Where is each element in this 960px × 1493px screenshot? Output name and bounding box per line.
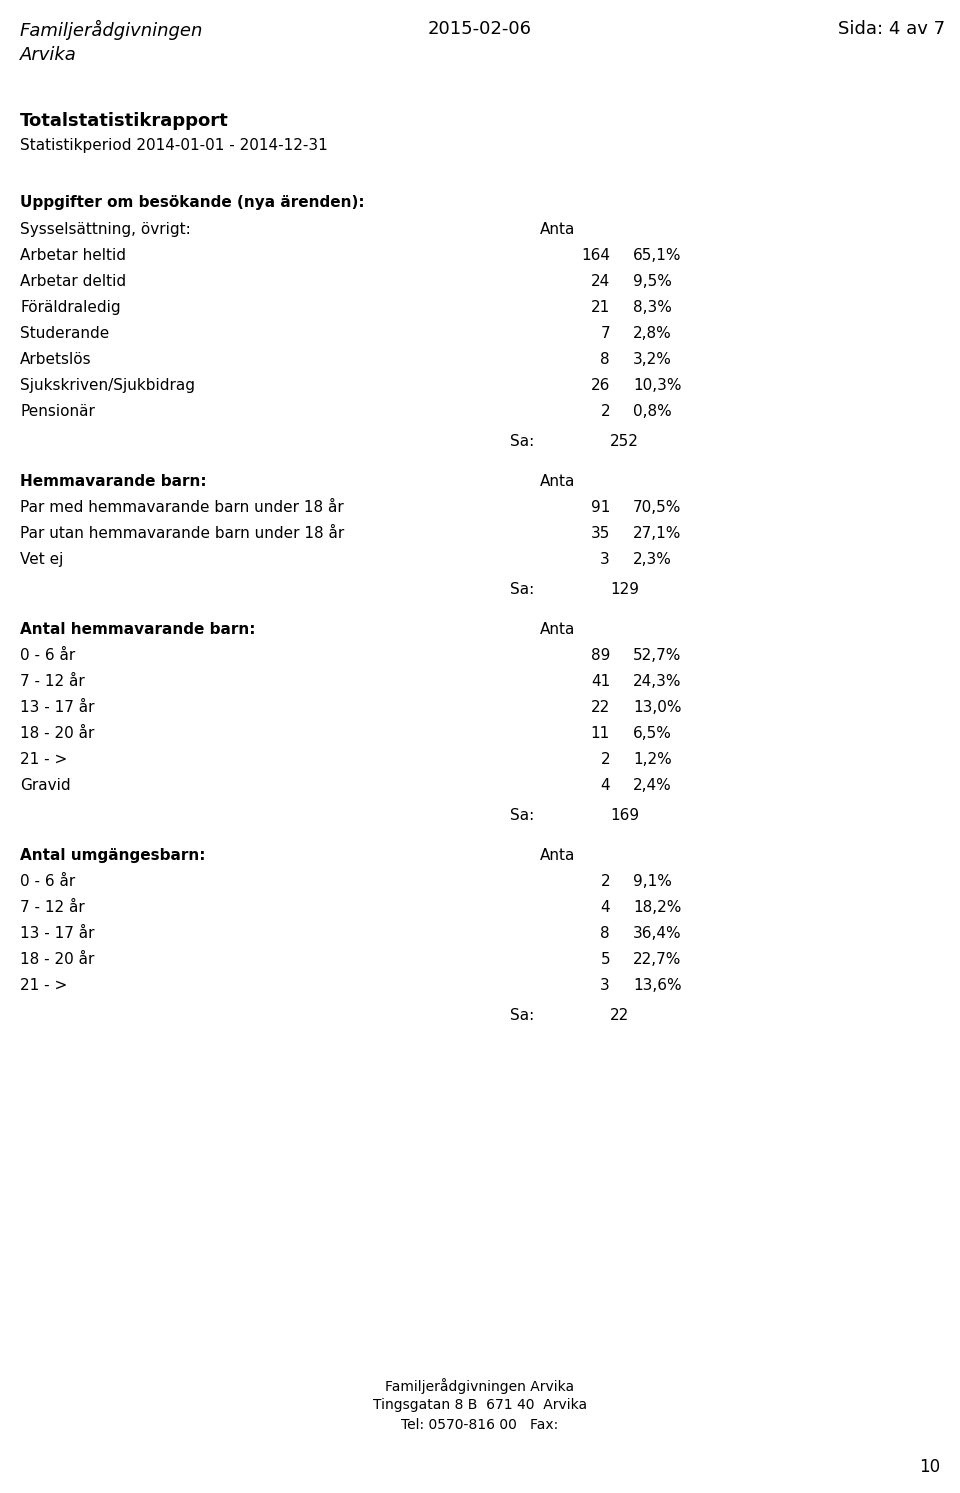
Text: Gravid: Gravid [20,778,71,793]
Text: 5: 5 [600,953,610,967]
Text: Anta: Anta [540,848,575,863]
Text: 2: 2 [600,873,610,888]
Text: Sa:: Sa: [510,434,535,449]
Text: 8,3%: 8,3% [633,300,672,315]
Text: 52,7%: 52,7% [633,648,682,663]
Text: Anta: Anta [540,222,575,237]
Text: 2: 2 [600,752,610,767]
Text: 10,3%: 10,3% [633,378,682,393]
Text: Totalstatistikrapport: Totalstatistikrapport [20,112,228,130]
Text: 22,7%: 22,7% [633,953,682,967]
Text: 7 - 12 år: 7 - 12 år [20,673,84,688]
Text: Par utan hemmavarande barn under 18 år: Par utan hemmavarande barn under 18 år [20,526,345,540]
Text: 0 - 6 år: 0 - 6 år [20,873,75,888]
Text: 2: 2 [600,405,610,420]
Text: 2,8%: 2,8% [633,325,672,340]
Text: 11: 11 [590,726,610,741]
Text: 13 - 17 år: 13 - 17 år [20,926,94,941]
Text: Familjerådgivningen: Familjerådgivningen [20,19,204,40]
Text: Anta: Anta [540,623,575,638]
Text: Antal umgängesbarn:: Antal umgängesbarn: [20,848,205,863]
Text: Föräldraledig: Föräldraledig [20,300,121,315]
Text: Arvika: Arvika [20,46,77,64]
Text: Pensionär: Pensionär [20,405,95,420]
Text: Hemmavarande barn:: Hemmavarande barn: [20,473,206,490]
Text: 41: 41 [590,673,610,688]
Text: Tel: 0570-816 00   Fax:: Tel: 0570-816 00 Fax: [401,1418,559,1432]
Text: 35: 35 [590,526,610,540]
Text: Arbetar heltid: Arbetar heltid [20,248,126,263]
Text: 0,8%: 0,8% [633,405,672,420]
Text: 24,3%: 24,3% [633,673,682,688]
Text: 169: 169 [610,808,639,823]
Text: 89: 89 [590,648,610,663]
Text: 252: 252 [610,434,638,449]
Text: 18,2%: 18,2% [633,900,682,915]
Text: 2,4%: 2,4% [633,778,672,793]
Text: 22: 22 [590,700,610,715]
Text: 2,3%: 2,3% [633,552,672,567]
Text: 10: 10 [919,1459,940,1477]
Text: Familjerådgivningen Arvika: Familjerådgivningen Arvika [385,1378,575,1394]
Text: 27,1%: 27,1% [633,526,682,540]
Text: Sida: 4 av 7: Sida: 4 av 7 [838,19,945,37]
Text: Sa:: Sa: [510,1008,535,1023]
Text: 70,5%: 70,5% [633,500,682,515]
Text: Vet ej: Vet ej [20,552,63,567]
Text: 2015-02-06: 2015-02-06 [428,19,532,37]
Text: 13,0%: 13,0% [633,700,682,715]
Text: 21 - >: 21 - > [20,978,67,993]
Text: 18 - 20 år: 18 - 20 år [20,726,94,741]
Text: 7: 7 [600,325,610,340]
Text: 3: 3 [600,552,610,567]
Text: Par med hemmavarande barn under 18 år: Par med hemmavarande barn under 18 år [20,500,344,515]
Text: Sjukskriven/Sjukbidrag: Sjukskriven/Sjukbidrag [20,378,195,393]
Text: 21: 21 [590,300,610,315]
Text: 22: 22 [610,1008,629,1023]
Text: 4: 4 [600,778,610,793]
Text: 9,5%: 9,5% [633,275,672,290]
Text: 36,4%: 36,4% [633,926,682,941]
Text: 164: 164 [581,248,610,263]
Text: 13,6%: 13,6% [633,978,682,993]
Text: 129: 129 [610,582,639,597]
Text: 65,1%: 65,1% [633,248,682,263]
Text: 26: 26 [590,378,610,393]
Text: 6,5%: 6,5% [633,726,672,741]
Text: 7 - 12 år: 7 - 12 år [20,900,84,915]
Text: 9,1%: 9,1% [633,873,672,888]
Text: 24: 24 [590,275,610,290]
Text: 18 - 20 år: 18 - 20 år [20,953,94,967]
Text: Tingsgatan 8 B  671 40  Arvika: Tingsgatan 8 B 671 40 Arvika [372,1397,588,1412]
Text: Sysselsättning, övrigt:: Sysselsättning, övrigt: [20,222,191,237]
Text: Sa:: Sa: [510,808,535,823]
Text: 1,2%: 1,2% [633,752,672,767]
Text: Sa:: Sa: [510,582,535,597]
Text: 13 - 17 år: 13 - 17 år [20,700,94,715]
Text: Anta: Anta [540,473,575,490]
Text: 8: 8 [600,352,610,367]
Text: 91: 91 [590,500,610,515]
Text: Uppgifter om besökande (nya ärenden):: Uppgifter om besökande (nya ärenden): [20,196,365,211]
Text: Statistikperiod 2014-01-01 - 2014-12-31: Statistikperiod 2014-01-01 - 2014-12-31 [20,137,327,152]
Text: 3: 3 [600,978,610,993]
Text: 4: 4 [600,900,610,915]
Text: Studerande: Studerande [20,325,109,340]
Text: Arbetar deltid: Arbetar deltid [20,275,126,290]
Text: 8: 8 [600,926,610,941]
Text: 21 - >: 21 - > [20,752,67,767]
Text: 0 - 6 år: 0 - 6 år [20,648,75,663]
Text: 3,2%: 3,2% [633,352,672,367]
Text: Arbetslös: Arbetslös [20,352,91,367]
Text: Antal hemmavarande barn:: Antal hemmavarande barn: [20,623,255,638]
